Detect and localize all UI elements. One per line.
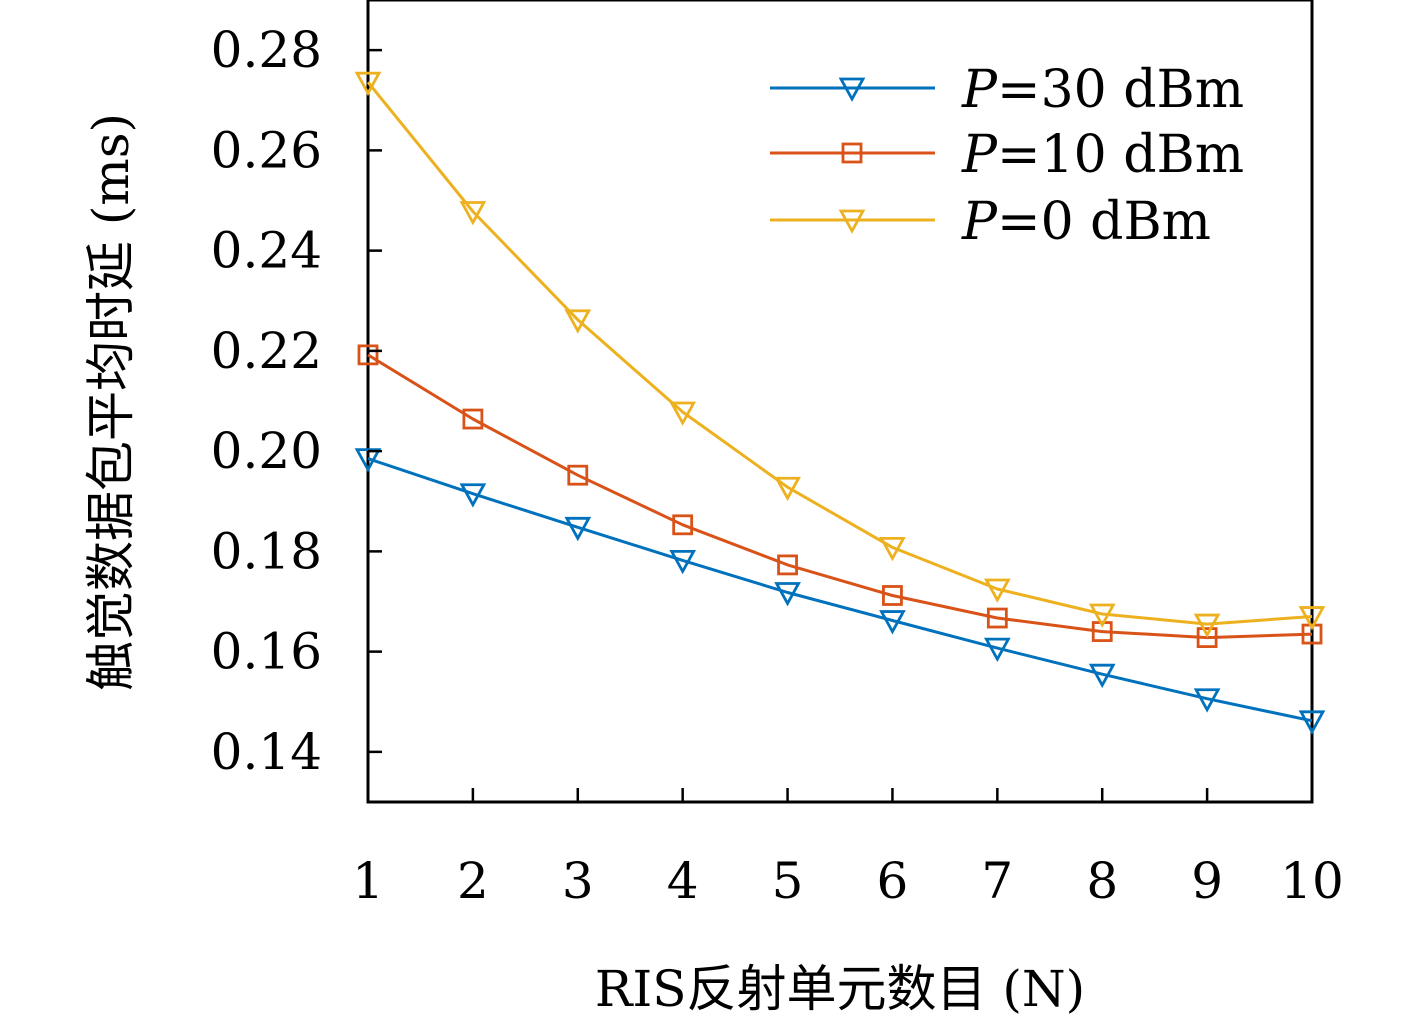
x-axis-ticks: 1 2 3 4 5 6 7 8 9 10 — [352, 788, 1344, 910]
series-1 — [354, 448, 1326, 735]
data-point — [777, 554, 798, 576]
data-point — [1088, 603, 1116, 628]
series-line — [367, 457, 1313, 723]
data-point — [879, 610, 906, 635]
x-tick-label: 2 — [457, 852, 489, 910]
x-tick-label: 1 — [352, 852, 384, 910]
data-point — [774, 582, 801, 607]
x-tick-label: 3 — [562, 852, 594, 910]
x-axis-label: RIS反射单元数目 (N) — [595, 960, 1085, 1018]
legend-marker — [841, 142, 863, 164]
data-point — [672, 514, 694, 536]
data-point — [564, 516, 592, 542]
data-point — [669, 549, 697, 575]
data-point — [567, 464, 589, 486]
data-point — [462, 408, 484, 430]
legend-entry: P=10 dBm — [770, 125, 1244, 185]
legend-marker — [838, 77, 866, 102]
data-point — [774, 476, 801, 502]
y-tick-label: 0.28 — [211, 21, 322, 79]
data-point — [669, 401, 697, 426]
data-point — [459, 483, 487, 508]
plot-area — [366, 0, 1314, 804]
data-point — [354, 448, 382, 473]
x-tick-label: 5 — [772, 852, 804, 910]
x-tick-label: 4 — [667, 852, 699, 910]
y-tick-label: 0.20 — [211, 422, 322, 480]
data-point — [983, 578, 1011, 603]
data-point — [879, 536, 906, 562]
series-2 — [357, 344, 1323, 648]
data-point — [983, 637, 1011, 663]
x-tick-label: 6 — [877, 852, 909, 910]
legend-label: P=30 dBm — [961, 60, 1244, 120]
data-point — [986, 607, 1008, 629]
y-tick-label: 0.26 — [211, 121, 322, 179]
legend-label: P=10 dBm — [961, 125, 1244, 185]
data-point — [1196, 627, 1218, 648]
data-point — [882, 585, 903, 606]
y-axis-label: 触觉数据包平均时延 (ms) — [82, 113, 140, 691]
series-line — [366, 81, 1313, 626]
data-point — [354, 71, 382, 97]
series-3 — [354, 71, 1326, 638]
data-point — [1193, 688, 1221, 713]
x-tick-label: 7 — [981, 852, 1013, 910]
data-point — [357, 344, 379, 366]
legend-label: P=0 dBm — [961, 192, 1211, 252]
y-tick-label: 0.22 — [211, 322, 322, 380]
legend-entry: P=0 dBm — [770, 192, 1211, 252]
series-layer — [354, 71, 1326, 735]
y-tick-label: 0.14 — [211, 723, 322, 781]
plot-frame — [366, 0, 1314, 804]
legend-entry: P=30 dBm — [770, 60, 1244, 120]
x-tick-label: 10 — [1280, 852, 1344, 910]
y-tick-label: 0.16 — [211, 623, 322, 681]
x-tick-label: 9 — [1191, 852, 1223, 910]
data-point — [459, 201, 487, 226]
y-tick-label: 0.24 — [211, 222, 322, 280]
data-point — [564, 309, 592, 334]
series-line — [367, 353, 1313, 640]
data-point — [1298, 606, 1326, 631]
x-tick-label: 8 — [1086, 852, 1118, 910]
data-point — [1088, 663, 1116, 689]
data-point — [1298, 710, 1326, 735]
legend-marker — [838, 209, 866, 234]
y-tick-label: 0.18 — [211, 522, 322, 580]
y-axis-ticks: 0.14 0.16 0.18 0.20 0.22 0.24 0.26 0.28 — [211, 21, 382, 781]
data-point — [1193, 613, 1221, 638]
